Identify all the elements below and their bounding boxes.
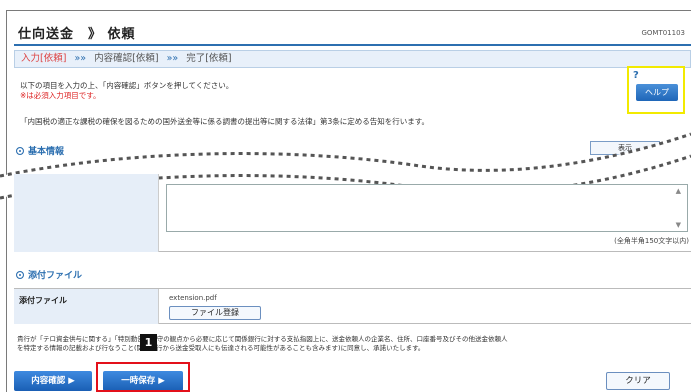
message-label-cell (14, 174, 159, 252)
page-header: 仕向送金 》 依頼 GOMT01103 (14, 22, 691, 46)
save-button-highlight (96, 362, 190, 392)
instruction-text: 以下の項目を入力の上、「内容確認」ボタンを押してください。 (20, 81, 234, 90)
help-button[interactable]: ヘルプ (636, 84, 678, 101)
section-bullet-icon (16, 147, 24, 155)
scroll-up-icon[interactable]: ▲ (675, 187, 681, 195)
message-row: ▲ ▼ (全角半角150文字以内) (14, 174, 691, 252)
attachment-heading: 添付ファイル (16, 268, 82, 281)
message-textarea[interactable]: ▲ ▼ (166, 184, 688, 232)
step-done: 完了[依頼] (186, 53, 232, 64)
required-note: ※は必須入力項目です。 (20, 91, 101, 100)
step-separator: »» (166, 53, 179, 64)
page-break-tear (0, 132, 691, 200)
consent-disclaimer: 貴行が「テロ資金供与に関する」「特別動告」遵守の観点から必要に応じて関係銀行に対… (17, 335, 508, 352)
file-register-button[interactable]: ファイル登録 (169, 306, 261, 320)
help-highlight (627, 66, 685, 114)
help-question-icon: ? (633, 70, 639, 81)
attachment-row: 添付ファイル extension.pdf ファイル登録 (14, 288, 691, 324)
scroll-down-icon[interactable]: ▼ (675, 221, 681, 229)
instructions: 以下の項目を入力の上、「内容確認」ボタンを押してください。 ※は必須入力項目です… (20, 81, 233, 101)
legal-notice: 「内国税の適正な課税の確保を図るための国外送金等に係る調書の提出等に関する法律」… (20, 117, 430, 126)
step-separator: »» (74, 53, 87, 64)
step-input: 入力[依頼] (21, 53, 67, 64)
window-frame (6, 10, 691, 392)
screen-id: GOMT01103 (641, 29, 685, 37)
attached-file-name: extension.pdf (169, 294, 217, 302)
temporary-save-button[interactable]: 一時保存 ▶ (103, 371, 183, 391)
basic-info-heading: 基本情報 (16, 144, 64, 157)
progress-steps: 入力[依頼] »» 内容確認[依頼] »» 完了[依頼] (14, 50, 691, 68)
clear-button[interactable]: クリア (606, 372, 670, 390)
section-bullet-icon (16, 271, 24, 279)
step-confirm: 内容確認[依頼] (94, 53, 159, 64)
attachment-label: 添付ファイル (14, 289, 159, 324)
confirm-button[interactable]: 内容確認 ▶ (14, 371, 92, 391)
page-title: 仕向送金 》 依頼 (18, 27, 136, 42)
step-number-badge: 1 (140, 334, 157, 351)
char-limit-note: (全角半角150文字以内) (614, 237, 689, 245)
